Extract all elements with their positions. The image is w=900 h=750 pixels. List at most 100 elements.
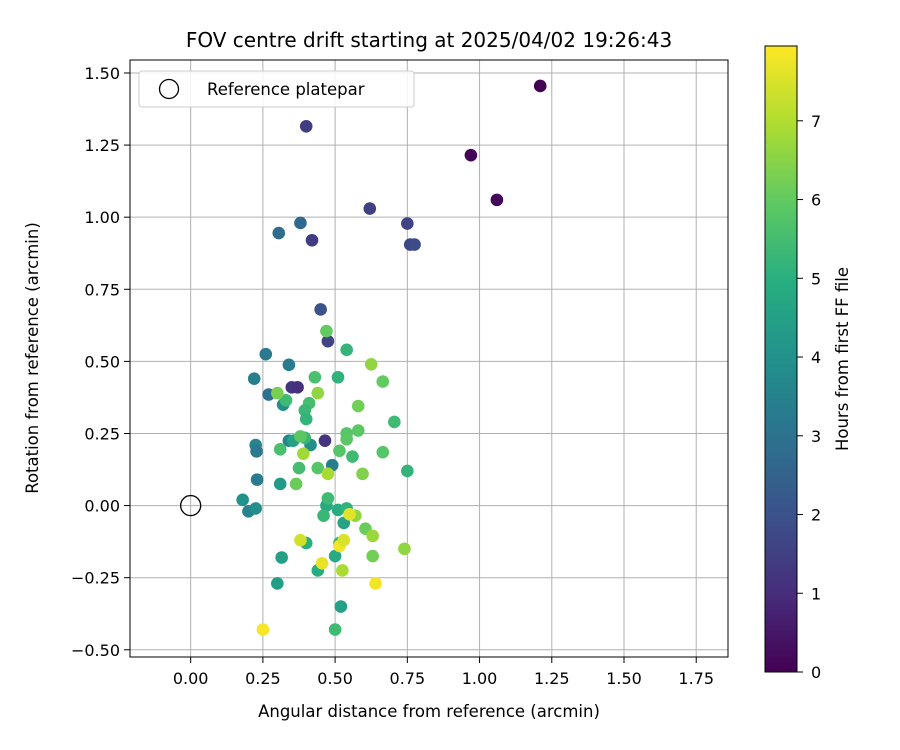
data-point	[294, 533, 307, 547]
data-point	[297, 447, 310, 460]
legend: Reference platepar	[138, 70, 415, 108]
x-tick-label: 1.25	[534, 669, 570, 688]
colorbar-label: Hours from first FF file	[833, 267, 852, 451]
data-point	[271, 577, 284, 590]
data-point	[328, 549, 342, 563]
colorbar-tick-label: 5	[811, 269, 821, 288]
colorbar-tick-label: 7	[811, 112, 821, 131]
colorbar-tick-label: 3	[811, 427, 821, 446]
data-point	[315, 556, 329, 570]
colorbar-tick-label: 6	[811, 191, 821, 210]
data-point	[273, 443, 287, 456]
data-point	[247, 372, 261, 385]
legend-label: Reference platepar	[207, 80, 365, 99]
data-point	[250, 473, 264, 486]
data-point	[318, 434, 332, 447]
data-point	[376, 445, 390, 459]
data-point	[533, 79, 547, 93]
data-point	[331, 370, 345, 384]
y-tick-label: 1.25	[84, 136, 120, 155]
data-point	[363, 202, 377, 215]
x-axis-ticks: 0.00 0.25 0.50 0.75 1.00 1.25 1.50 1.75	[173, 657, 714, 688]
data-point	[282, 358, 296, 372]
data-point	[321, 334, 335, 348]
x-tick-label: 1.00	[462, 669, 498, 688]
colorbar-tick-label: 2	[811, 506, 821, 525]
data-point	[364, 357, 378, 371]
x-tick-label: 0.00	[173, 669, 209, 688]
data-point	[401, 464, 414, 478]
data-point	[336, 564, 349, 577]
data-point	[291, 381, 304, 394]
data-point	[256, 623, 270, 636]
data-point	[321, 492, 335, 505]
data-point	[275, 551, 288, 564]
data-point	[334, 600, 348, 613]
data-point	[259, 347, 273, 361]
data-point	[249, 502, 262, 515]
reference-marker	[180, 494, 202, 517]
data-point	[346, 450, 359, 463]
data-point	[366, 529, 379, 543]
data-point	[299, 120, 313, 133]
x-axis-label: Angular distance from reference (arcmin)	[258, 702, 600, 721]
data-point	[305, 233, 319, 247]
data-point	[388, 415, 401, 429]
data-point	[289, 477, 303, 491]
data-point	[299, 412, 313, 426]
data-point	[279, 394, 293, 407]
data-point	[337, 533, 351, 547]
data-point	[490, 193, 504, 207]
x-tick-label: 1.75	[678, 669, 714, 688]
data-point	[321, 467, 335, 481]
data-points	[236, 79, 547, 636]
data-point	[273, 477, 287, 491]
data-point	[340, 343, 353, 357]
y-tick-label: 0.50	[84, 352, 120, 371]
data-point	[333, 444, 346, 458]
data-point	[314, 303, 327, 316]
legend-box	[138, 70, 415, 108]
y-axis-label: Rotation from reference (arcmin)	[23, 222, 42, 494]
y-tick-label: 1.50	[84, 64, 120, 83]
y-axis-ticks: −0.50 −0.25 0.00 0.25 0.50 0.75 1.00 1.25 1.50	[71, 64, 130, 660]
data-point	[343, 507, 356, 521]
data-point	[308, 370, 322, 384]
data-point	[408, 238, 421, 251]
colorbar-tick-label: 1	[811, 584, 821, 603]
x-tick-label: 0.25	[245, 669, 281, 688]
grid-lines	[130, 60, 728, 657]
y-tick-label: 1.00	[84, 208, 120, 227]
data-point	[340, 432, 353, 446]
colorbar-ticks: 0 1 2 3 4 5 6 7	[797, 112, 821, 682]
data-point	[401, 217, 414, 230]
data-point	[398, 542, 411, 556]
data-point	[292, 461, 306, 475]
data-point	[369, 577, 382, 590]
data-point	[272, 226, 286, 240]
colorbar-tick-label: 0	[811, 663, 821, 682]
plot-frame	[129, 59, 729, 658]
data-point	[356, 467, 369, 481]
data-point	[294, 430, 307, 443]
data-point	[351, 399, 365, 413]
data-point	[271, 386, 284, 400]
x-tick-label: 0.50	[317, 669, 353, 688]
data-point	[311, 386, 325, 400]
x-tick-label: 1.50	[606, 669, 642, 688]
data-point	[250, 445, 263, 458]
data-point	[317, 509, 330, 522]
y-tick-label: −0.25	[71, 569, 120, 588]
y-tick-label: 0.75	[84, 280, 120, 299]
y-tick-label: 0.25	[84, 424, 120, 443]
colorbar	[764, 45, 798, 673]
legend-marker	[158, 78, 180, 100]
y-tick-label: 0.00	[84, 497, 120, 516]
data-point	[294, 216, 307, 230]
y-tick-label: −0.50	[71, 641, 120, 660]
data-point	[366, 549, 379, 563]
data-point	[464, 148, 478, 162]
data-point	[328, 623, 342, 636]
data-point	[320, 324, 333, 338]
